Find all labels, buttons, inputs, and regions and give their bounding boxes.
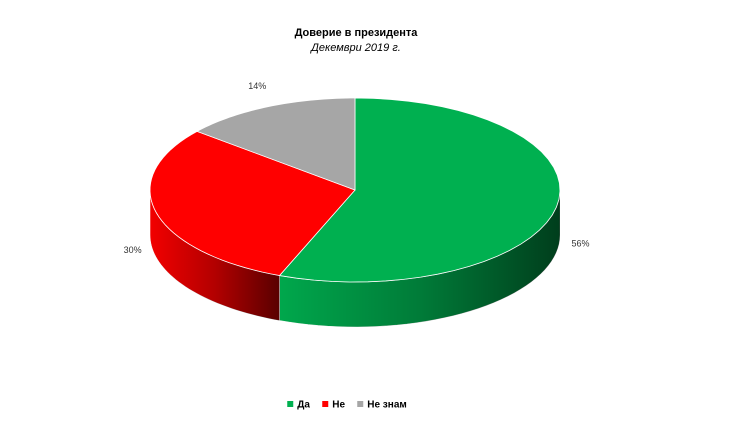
data-label: 56% [572,239,590,249]
side-shade [150,190,280,321]
pie-slice [278,97,561,283]
data-label: 30% [124,245,142,255]
legend-label: Да [297,400,310,411]
chart-title: Доверие в президента [295,27,419,39]
legend-swatch [322,401,329,407]
legend-label: Не [332,400,345,411]
side-shade [279,190,560,327]
pie: 56% 30% 14% [124,81,590,328]
chart-subtitle: Декември 2019 г. [309,42,401,54]
pie-slice [196,97,356,191]
data-label: 14% [248,81,266,91]
legend: Да Не Не знам [287,400,407,411]
pie-slice [149,130,356,276]
legend-swatch [357,401,364,407]
legend-label: Не знам [367,400,407,411]
legend-swatch [287,401,294,407]
